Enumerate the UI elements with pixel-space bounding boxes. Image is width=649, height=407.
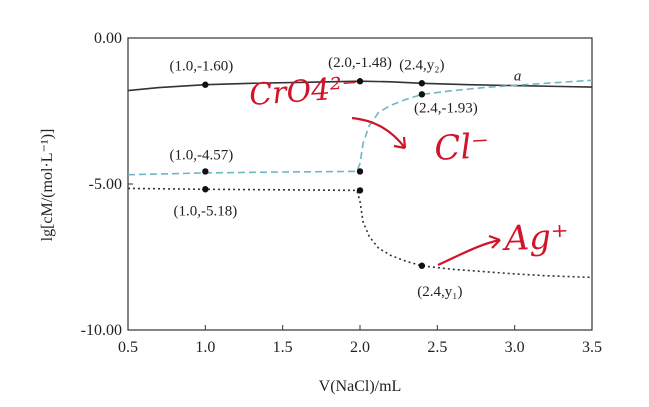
annotation-arrowhead (393, 136, 407, 150)
ticks-layer: 0.5 1.0 1.5 2.0 2.5 3.0 3.5 0.00 -5.00 -10.00 (81, 30, 602, 356)
series-line-dashed (127, 79, 593, 176)
points-layer: (1.0,-1.60) (2.0,-1.48) (2.4,y₂) (2.4,-1.93… (169, 55, 521, 300)
x-tick-label: 3.5 (582, 339, 602, 356)
point-label: (1.0,-1.60) (169, 59, 233, 75)
annotation-arrow (437, 238, 501, 267)
x-tick-label: 1.5 (273, 339, 293, 356)
series-line-solid (127, 80, 593, 92)
handwritten-annotations: CrO4²⁻ Cl⁻ Ag⁺ (248, 70, 570, 267)
x-tick-label: 1.0 (195, 339, 215, 356)
data-point (418, 262, 426, 269)
x-axis-title: V(NaCl)/mL (319, 378, 402, 395)
x-tick-label: 3.0 (505, 339, 525, 356)
point-label: (2.4,y₁) (417, 284, 462, 300)
y-tick-label: -5.00 (89, 176, 122, 193)
data-point (202, 168, 209, 175)
y-axis-title: lg[cM/(mol·L⁻¹)] (39, 129, 56, 242)
annotation-label: Ag⁺ (501, 217, 570, 259)
annotation-arrow (351, 116, 406, 149)
series-layer (127, 79, 593, 279)
annotation-arrowhead (488, 234, 501, 249)
x-tick-label: 2.0 (350, 339, 370, 356)
point-label: (2.0,-1.48) (328, 55, 392, 71)
x-tick-label: 2.5 (427, 339, 447, 356)
point-label: (2.4,-1.93) (414, 100, 478, 116)
data-point (356, 187, 364, 194)
y-tick-label: 0.00 (94, 30, 122, 47)
point-label-a: a (514, 69, 522, 85)
point-label: (1.0,-5.18) (173, 203, 237, 219)
data-point (418, 80, 426, 87)
annotation-label: CrO4²⁻ (248, 70, 359, 113)
point-label: (2.4,y₂) (399, 57, 444, 73)
annotation-label: Cl⁻ (433, 126, 490, 169)
point-label: (1.0,-4.57) (169, 147, 233, 163)
data-point (418, 91, 426, 98)
y-tick-label: -10.00 (81, 322, 122, 339)
data-point (356, 168, 364, 175)
series-line-dotted (127, 187, 593, 279)
data-point (202, 186, 209, 193)
x-tick-label: 0.5 (118, 339, 138, 356)
data-point (356, 78, 364, 85)
data-point (202, 81, 209, 88)
